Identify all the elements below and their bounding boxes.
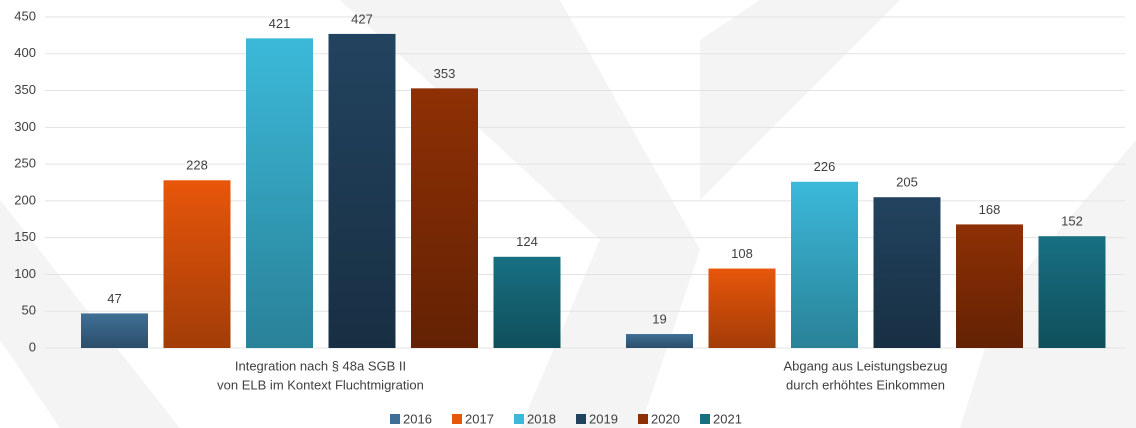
y-tick-label: 150 xyxy=(14,229,36,244)
data-label: 108 xyxy=(731,246,753,261)
data-label: 228 xyxy=(186,158,208,173)
bar-shade xyxy=(626,334,693,348)
legend-label: 2019 xyxy=(589,411,618,426)
legend-label: 2020 xyxy=(651,411,680,426)
data-label: 353 xyxy=(434,66,456,81)
legend-swatch xyxy=(452,414,462,424)
legend-label: 2016 xyxy=(403,411,432,426)
data-label: 421 xyxy=(269,16,291,31)
y-tick-label: 200 xyxy=(14,192,36,207)
bar-shade xyxy=(411,88,478,349)
legend-swatch xyxy=(576,414,586,424)
legend-swatch xyxy=(700,414,710,424)
data-label: 124 xyxy=(516,234,538,249)
x-tick-label: Abgang aus Leistungsbezug xyxy=(783,358,947,373)
legend-swatch xyxy=(638,414,648,424)
data-label: 47 xyxy=(107,291,121,306)
legend-swatch xyxy=(390,414,400,424)
data-label: 226 xyxy=(814,159,836,174)
bar-shade xyxy=(246,38,313,348)
data-label: 19 xyxy=(652,311,666,326)
data-label: 205 xyxy=(896,175,918,190)
data-label: 152 xyxy=(1061,214,1083,229)
bar-shade xyxy=(873,197,941,348)
bar-shade xyxy=(493,256,561,348)
bar-shade xyxy=(708,268,776,348)
x-tick-label: von ELB im Kontext Fluchtmigration xyxy=(217,377,424,392)
bar-shade xyxy=(81,313,148,348)
y-tick-label: 450 xyxy=(14,8,36,23)
y-tick-label: 0 xyxy=(29,339,36,354)
data-label: 168 xyxy=(979,202,1001,217)
legend-label: 2017 xyxy=(465,411,494,426)
y-tick-label: 300 xyxy=(14,119,36,134)
bar-shade xyxy=(163,180,231,348)
bar-shade xyxy=(1038,236,1106,348)
y-tick-label: 50 xyxy=(22,303,36,318)
y-tick-label: 250 xyxy=(14,156,36,171)
y-tick-label: 100 xyxy=(14,266,36,281)
legend-label: 2021 xyxy=(713,411,742,426)
y-tick-label: 350 xyxy=(14,82,36,97)
bar-shade xyxy=(328,33,396,348)
legend-label: 2018 xyxy=(527,411,556,426)
legend-swatch xyxy=(514,414,524,424)
x-tick-label: Integration nach § 48a SGB II xyxy=(235,358,406,373)
x-tick-label: durch erhöhtes Einkommen xyxy=(786,377,945,392)
bar-shade xyxy=(791,181,858,348)
data-label: 427 xyxy=(351,11,373,26)
y-tick-label: 400 xyxy=(14,45,36,60)
bar-shade xyxy=(956,224,1023,348)
